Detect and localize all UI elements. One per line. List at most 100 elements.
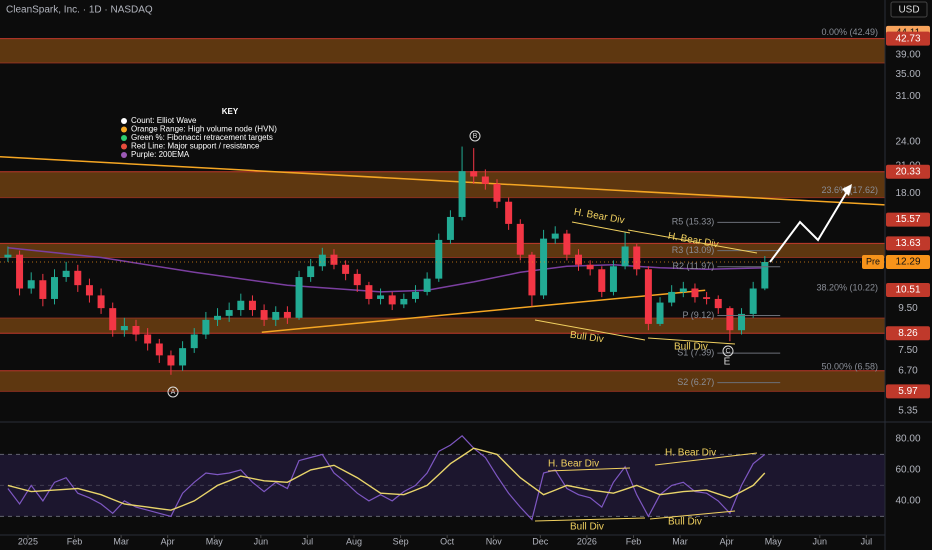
hvn-zone bbox=[0, 318, 885, 334]
candle-body bbox=[225, 310, 233, 316]
x-tick-label: Sep bbox=[393, 536, 409, 546]
y-tick-label: 39.00 bbox=[895, 50, 920, 61]
key-item: Purple: 200EMA bbox=[131, 150, 190, 159]
candle-body bbox=[353, 273, 361, 286]
projection-path bbox=[769, 189, 849, 263]
divergence-label: Bull Div bbox=[668, 517, 702, 528]
price-badge bbox=[886, 236, 930, 251]
candle-body bbox=[668, 291, 676, 303]
candle-body bbox=[621, 246, 629, 267]
price-badge-label: 8.26 bbox=[898, 328, 918, 339]
candle-body bbox=[260, 310, 268, 320]
candle-body bbox=[4, 254, 12, 258]
key-swatch bbox=[121, 135, 127, 141]
candle-body bbox=[167, 355, 175, 366]
candle-body bbox=[400, 298, 408, 305]
candle-body bbox=[190, 334, 198, 349]
candle-body bbox=[132, 325, 140, 335]
candle-body bbox=[644, 269, 652, 324]
x-tick-label: Mar bbox=[672, 536, 688, 546]
candle-body bbox=[738, 313, 746, 331]
key-title: KEY bbox=[222, 107, 239, 116]
candle-body bbox=[575, 254, 583, 265]
candle-body bbox=[761, 261, 769, 289]
price-badge bbox=[886, 254, 930, 269]
candle-body bbox=[109, 308, 117, 331]
rsi-line bbox=[7, 434, 766, 521]
pivot-label: P (9.12) bbox=[682, 310, 714, 320]
currency-box bbox=[890, 1, 928, 18]
candle-body bbox=[202, 319, 210, 335]
price-badge bbox=[886, 164, 930, 179]
zones bbox=[0, 38, 885, 392]
price-badge bbox=[886, 384, 930, 399]
ema-line bbox=[7, 247, 765, 293]
price-badge-label: 12.29 bbox=[895, 257, 920, 268]
price-badge-label: 13.63 bbox=[895, 238, 920, 249]
candle-body bbox=[470, 171, 478, 177]
candle-body bbox=[714, 298, 722, 309]
fib-label: 50.00% (6.58) bbox=[821, 361, 878, 371]
x-tick-label: Jun bbox=[813, 536, 828, 546]
candle-body bbox=[493, 183, 501, 202]
candle-body bbox=[388, 295, 396, 305]
x-tick-label: Dec bbox=[532, 536, 549, 546]
candle-body bbox=[307, 266, 315, 278]
candle-body bbox=[272, 311, 280, 320]
pre-tag bbox=[862, 254, 884, 269]
x-tick-label: Feb bbox=[626, 536, 642, 546]
candle-body bbox=[703, 297, 711, 299]
projection-arrowhead bbox=[842, 184, 852, 196]
x-tick-label: Jun bbox=[254, 536, 269, 546]
x-tick-label: May bbox=[765, 536, 783, 546]
candle-body bbox=[423, 278, 431, 292]
key-swatch bbox=[121, 143, 127, 150]
candle-body bbox=[691, 288, 699, 298]
price-badge-label: 15.57 bbox=[895, 214, 920, 225]
candle-body bbox=[237, 300, 245, 311]
candle-body bbox=[179, 348, 187, 366]
trendline bbox=[0, 156, 886, 206]
candle-body bbox=[656, 302, 664, 324]
wave-label: A bbox=[171, 389, 176, 396]
x-tick-label: 2026 bbox=[577, 536, 597, 546]
candle-body bbox=[679, 288, 687, 292]
price-badge-label: 20.33 bbox=[895, 166, 920, 177]
x-tick-label: Nov bbox=[486, 536, 503, 546]
y-tick-label: 35.00 bbox=[895, 69, 920, 80]
wave-label: B bbox=[473, 133, 478, 140]
wave-labels: A B C E bbox=[167, 130, 734, 398]
price-badge bbox=[886, 283, 930, 298]
candle-body bbox=[505, 201, 513, 224]
y-tick-label: 6.70 bbox=[898, 365, 918, 376]
fib-label: 0.00% (42.49) bbox=[821, 27, 878, 37]
pivot-label: R2 (11.97) bbox=[672, 261, 714, 271]
pivot-label: S2 (6.27) bbox=[677, 377, 714, 387]
candle-body bbox=[598, 269, 606, 292]
candle-body bbox=[528, 254, 536, 296]
candle-body bbox=[74, 270, 82, 286]
candle-body bbox=[318, 254, 326, 267]
price-badge-label: 5.97 bbox=[898, 386, 918, 397]
x-tick-label: May bbox=[206, 536, 224, 546]
candle-body bbox=[283, 311, 291, 318]
hvn-zone bbox=[0, 370, 885, 392]
x-tick-label: Feb bbox=[67, 536, 83, 546]
candle-body bbox=[446, 216, 454, 240]
candle-body bbox=[295, 277, 303, 318]
trendline bbox=[261, 289, 706, 334]
candle-body bbox=[411, 291, 419, 299]
candle-body bbox=[726, 308, 734, 331]
pivot-label: R5 (15.33) bbox=[672, 217, 715, 227]
key-swatch bbox=[121, 152, 127, 158]
candle-body bbox=[481, 176, 489, 184]
rsi-tick-label: 40.00 bbox=[895, 496, 920, 507]
divergence-label: H. Bear Div bbox=[665, 448, 716, 459]
candle-body bbox=[16, 254, 24, 289]
hvn-zone bbox=[0, 243, 885, 258]
candle-body bbox=[330, 254, 338, 265]
fib-label: 38.20% (10.22) bbox=[816, 282, 878, 292]
candle-body bbox=[342, 264, 350, 274]
